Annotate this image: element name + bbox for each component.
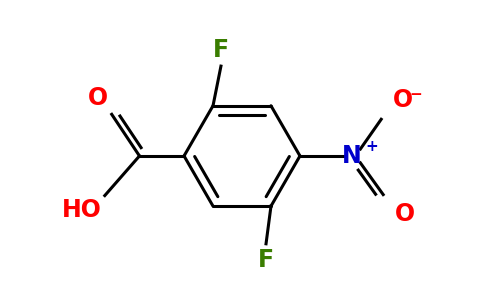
- Text: O: O: [88, 86, 108, 110]
- Text: −: −: [409, 87, 422, 102]
- Text: +: +: [365, 139, 378, 154]
- Text: N: N: [342, 144, 362, 168]
- Text: O: O: [393, 88, 413, 112]
- Text: F: F: [258, 248, 274, 272]
- Text: HO: HO: [62, 198, 102, 222]
- Text: F: F: [213, 38, 229, 62]
- Text: O: O: [395, 202, 415, 226]
